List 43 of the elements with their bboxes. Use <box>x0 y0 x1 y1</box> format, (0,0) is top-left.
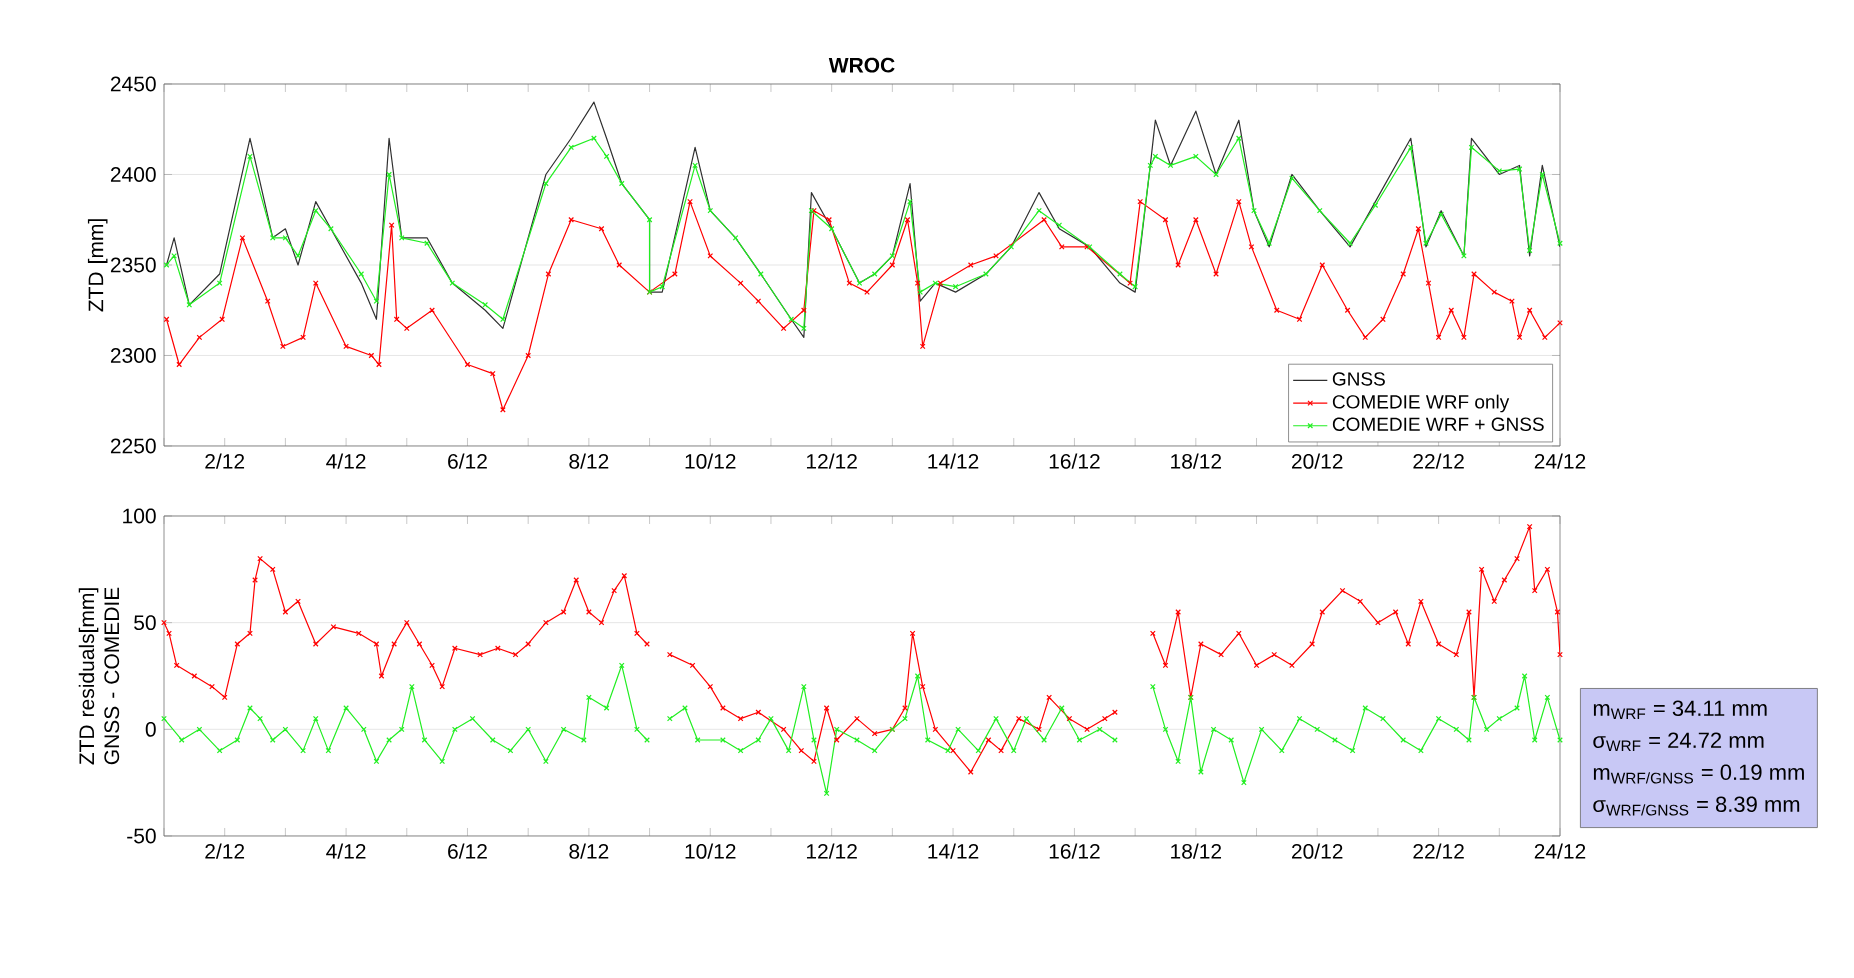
y-tick-label: 2450 <box>110 76 156 92</box>
text: σ$_{WRF}$ = 24.72 mm <box>1593 732 1764 752</box>
y-tick-label: 2350 <box>110 257 156 273</box>
x-tick-label: 10/12 <box>685 453 736 469</box>
x-tick-label: 2/12 <box>205 843 245 859</box>
text: σ$_{WRF/GNSS}$ = 8.39 mm <box>1593 796 1800 816</box>
x-tick-label: 14/12 <box>928 453 979 469</box>
x-tick-label: 16/12 <box>1049 453 1100 469</box>
y-tick-label: 2250 <box>110 438 156 454</box>
text: m$_{WRF/GNSS}$ = 0.19 mm <box>1593 764 1804 784</box>
y-tick-label: 50 <box>134 615 156 631</box>
x-tick-label: 10/12 <box>685 843 736 859</box>
x-tick-label: 6/12 <box>448 453 487 469</box>
x-tick-label: 22/12 <box>1413 453 1464 469</box>
x-tick-label: 18/12 <box>1171 453 1222 469</box>
x-tick-label: 16/12 <box>1049 843 1100 859</box>
y-tick-label: 2400 <box>110 167 156 182</box>
x-tick-label: 4/12 <box>326 453 366 469</box>
x-tick-label: 6/12 <box>448 843 487 859</box>
y-tick-label: 0 <box>145 721 156 737</box>
y-tick-label: 100 <box>123 508 156 524</box>
x-tick-label: 12/12 <box>806 843 857 859</box>
y-axis-title: ZTD residuals[mm] GNSS - COMEDIE <box>78 587 120 765</box>
x-tick-label: 24/12 <box>1534 453 1586 469</box>
legend-label: COMEDIE WRF + GNSS <box>1332 417 1544 432</box>
text: m$_{WRF}$ = 34.11 mm <box>1593 700 1767 720</box>
x-tick-label: 4/12 <box>326 843 366 859</box>
y-axis-title: ZTD [mm] <box>87 219 108 312</box>
x-tick-label: 8/12 <box>569 453 609 469</box>
y-tick-label: 2300 <box>110 348 156 363</box>
x-tick-label: 8/12 <box>569 843 609 859</box>
x-tick-label: 20/12 <box>1292 843 1343 859</box>
x-tick-label: 12/12 <box>806 453 857 469</box>
y-tick-label: -50 <box>127 828 156 844</box>
x-tick-label: 14/12 <box>928 843 979 859</box>
chart-title: WROC <box>828 57 895 73</box>
x-tick-label: 24/12 <box>1534 843 1586 859</box>
legend-label: COMEDIE WRF only <box>1332 394 1510 413</box>
legend-label: GNSS <box>1332 372 1385 386</box>
x-tick-label: 2/12 <box>205 453 245 469</box>
x-tick-label: 18/12 <box>1171 843 1222 859</box>
x-tick-label: 20/12 <box>1292 453 1343 469</box>
x-tick-label: 22/12 <box>1413 843 1464 859</box>
